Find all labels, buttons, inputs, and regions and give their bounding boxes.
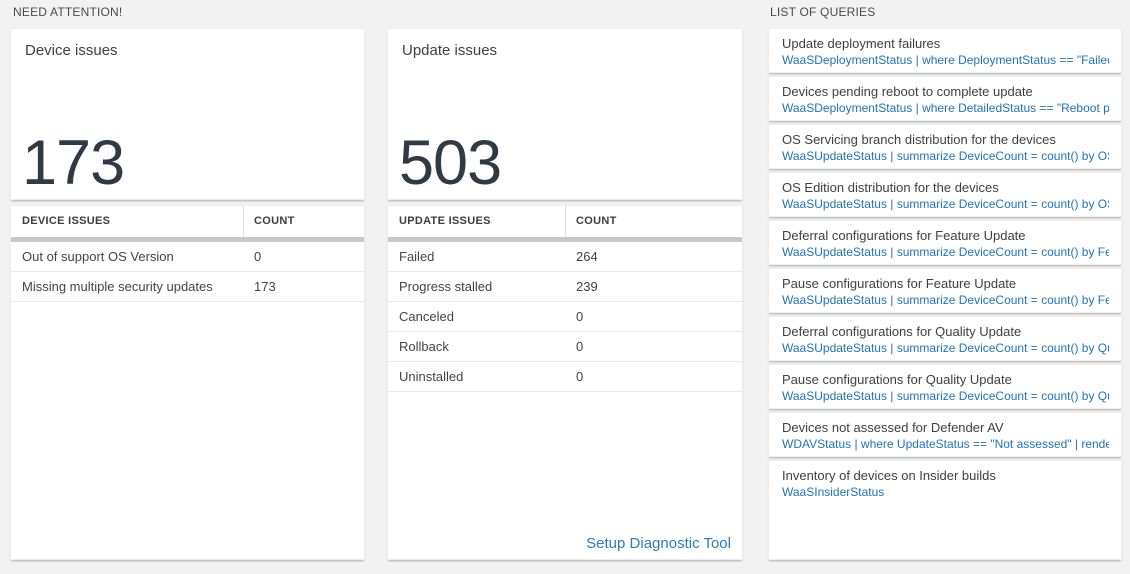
query-text[interactable]: WaaSUpdateStatus | summarize DeviceCount… xyxy=(782,149,1109,163)
query-text[interactable]: WaaSUpdateStatus | summarize DeviceCount… xyxy=(782,341,1109,355)
update-issues-tile-title: Update issues xyxy=(402,42,498,59)
query-item[interactable]: OS Edition distribution for the devices W… xyxy=(768,172,1122,217)
device-issues-count: 173 xyxy=(22,127,125,198)
issue-label: Canceled xyxy=(399,309,454,324)
issue-count: 239 xyxy=(576,279,598,294)
query-text[interactable]: WaaSUpdateStatus | summarize DeviceCount… xyxy=(782,293,1109,307)
query-item[interactable]: Devices not assessed for Defender AV WDAV… xyxy=(768,412,1122,457)
query-title: Pause configurations for Feature Update xyxy=(782,276,1017,291)
query-text[interactable]: WaaSDeploymentStatus | where DeploymentS… xyxy=(782,53,1109,67)
query-text[interactable]: WaaSUpdateStatus | summarize DeviceCount… xyxy=(782,245,1109,259)
issue-count: 0 xyxy=(576,369,584,384)
issue-count: 173 xyxy=(254,279,276,294)
update-issues-count: 503 xyxy=(399,127,502,198)
query-text[interactable]: WDAVStatus | where UpdateStatus == "Not … xyxy=(782,437,1109,451)
issue-label: Uninstalled xyxy=(399,369,464,384)
query-item[interactable]: Deferral configurations for Quality Upda… xyxy=(768,316,1122,361)
device-issues-tile[interactable]: Device issues 173 xyxy=(10,28,365,200)
issue-label: Progress stalled xyxy=(399,279,493,294)
query-title: Deferral configurations for Feature Upda… xyxy=(782,228,1026,243)
setup-diagnostic-tool-link[interactable]: Setup Diagnostic Tool xyxy=(586,535,731,552)
need-attention-heading: NEED ATTENTION! xyxy=(13,5,123,19)
query-title: Update deployment failures xyxy=(782,36,941,51)
issue-label: Failed xyxy=(399,249,435,264)
table-row[interactable]: Failed 264 xyxy=(388,242,742,272)
list-of-queries-heading: LIST OF QUERIES xyxy=(770,5,876,19)
header-divider-bar xyxy=(11,237,364,242)
table-row[interactable]: Missing multiple security updates 173 xyxy=(11,272,364,302)
query-text[interactable]: WaaSUpdateStatus | summarize DeviceCount… xyxy=(782,197,1109,211)
table-row[interactable]: Progress stalled 239 xyxy=(388,272,742,302)
count-column-header: COUNT xyxy=(254,215,295,227)
query-item[interactable]: Pause configurations for Feature Update W… xyxy=(768,268,1122,313)
device-issues-column-header: DEVICE ISSUES xyxy=(11,206,244,237)
table-row[interactable]: Canceled 0 xyxy=(388,302,742,332)
query-title: Devices not assessed for Defender AV xyxy=(782,420,1004,435)
table-row[interactable]: Rollback 0 xyxy=(388,332,742,362)
query-title: Inventory of devices on Insider builds xyxy=(782,468,996,483)
update-issues-table-body: Failed 264 Progress stalled 239 Canceled 0 Rol… xyxy=(388,242,742,392)
issue-count: 264 xyxy=(576,249,598,264)
query-item[interactable]: Deferral configurations for Feature Upda… xyxy=(768,220,1122,265)
device-issues-table-header: DEVICE ISSUES COUNT xyxy=(11,206,364,237)
query-item[interactable]: Update deployment failures WaaSDeployment… xyxy=(768,28,1122,73)
table-row[interactable]: Uninstalled 0 xyxy=(388,362,742,392)
issue-count: 0 xyxy=(576,309,584,324)
device-issues-table-card: DEVICE ISSUES COUNT Out of support OS Ve… xyxy=(10,205,365,560)
query-list: Update deployment failures WaaSDeployment… xyxy=(768,28,1122,560)
issue-label: Out of support OS Version xyxy=(22,249,174,264)
query-text[interactable]: WaaSInsiderStatus xyxy=(782,485,885,499)
header-divider-bar xyxy=(388,237,742,242)
query-title: OS Servicing branch distribution for the… xyxy=(782,132,1056,147)
query-item[interactable]: Inventory of devices on Insider builds Wa… xyxy=(768,460,1122,560)
update-issues-table-card: UPDATE ISSUES COUNT Failed 264 Progress st… xyxy=(387,205,743,560)
query-item[interactable]: Devices pending reboot to complete updat… xyxy=(768,76,1122,121)
query-title: Pause configurations for Quality Update xyxy=(782,372,1012,387)
query-text[interactable]: WaaSUpdateStatus | summarize DeviceCount… xyxy=(782,389,1109,403)
update-issues-column-header: UPDATE ISSUES xyxy=(388,206,566,237)
issue-count: 0 xyxy=(254,249,262,264)
device-issues-table-body: Out of support OS Version 0 Missing multip… xyxy=(11,242,364,302)
update-issues-table-header: UPDATE ISSUES COUNT xyxy=(388,206,742,237)
device-issues-column: Device issues 173 DEVICE ISSUES COUNT Ou… xyxy=(10,28,365,560)
update-issues-tile[interactable]: Update issues 503 xyxy=(387,28,743,200)
query-title: Devices pending reboot to complete updat… xyxy=(782,84,1033,99)
issue-label: Rollback xyxy=(399,339,449,354)
update-issues-column: Update issues 503 UPDATE ISSUES COUNT Fa… xyxy=(387,28,743,560)
query-item[interactable]: OS Servicing branch distribution for the… xyxy=(768,124,1122,169)
issue-count: 0 xyxy=(576,339,584,354)
query-title: OS Edition distribution for the devices xyxy=(782,180,999,195)
device-issues-tile-title: Device issues xyxy=(25,42,118,59)
query-text[interactable]: WaaSDeploymentStatus | where DetailedSta… xyxy=(782,101,1109,115)
query-title: Deferral configurations for Quality Upda… xyxy=(782,324,1022,339)
table-row[interactable]: Out of support OS Version 0 xyxy=(11,242,364,272)
query-item[interactable]: Pause configurations for Quality Update W… xyxy=(768,364,1122,409)
issue-label: Missing multiple security updates xyxy=(22,279,213,294)
count-column-header: COUNT xyxy=(576,215,617,227)
